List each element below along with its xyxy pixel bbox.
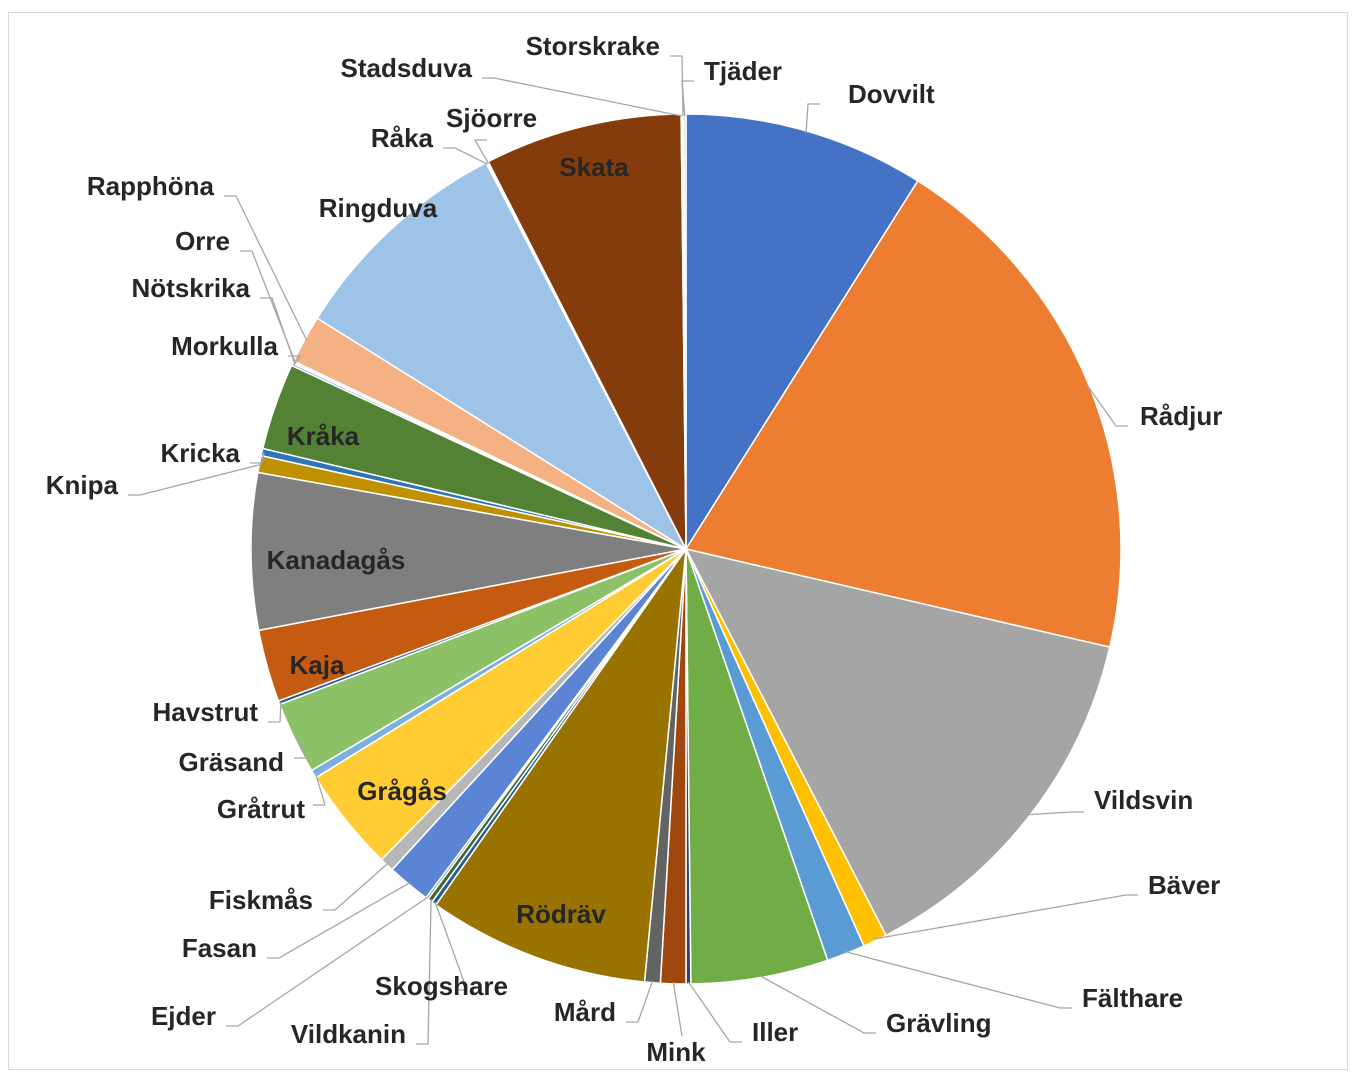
slice-label-mink: Mink	[646, 1037, 706, 1067]
leader-line-vildkanin	[416, 899, 432, 1045]
slice-label-knipa: Knipa	[46, 470, 119, 500]
slice-label-iller: Iller	[752, 1017, 798, 1047]
slice-label-storskrake: Storskrake	[526, 31, 660, 61]
slice-label-kraka: Kråka	[287, 421, 360, 451]
slice-label-notskrika: Nötskrika	[132, 273, 251, 303]
leader-line-mink	[672, 981, 683, 1037]
leader-line-grasand	[294, 736, 308, 759]
pie-slice-skata	[487, 113, 687, 550]
slice-label-havstrut: Havstrut	[153, 697, 259, 727]
slice-label-radjur: Rådjur	[1140, 401, 1222, 431]
leader-line-baver	[874, 894, 1138, 940]
slice-label-skata: Skata	[559, 152, 629, 182]
leader-line-dovvilt	[805, 103, 820, 134]
leader-line-kricka	[250, 452, 265, 464]
leader-lines	[128, 55, 1138, 1045]
slice-labels: Dovvilt Rådjur Vildsvin Bäver Fälthare Grävli…	[46, 31, 1223, 1067]
leader-line-havstrut	[268, 701, 282, 723]
slice-label-raka: Råka	[371, 123, 434, 153]
leader-line-orre	[240, 250, 296, 363]
slice-label-sjoorre: Sjöorre	[446, 103, 537, 133]
leader-line-stadsduva	[482, 77, 682, 117]
pie-slice-kanadagas	[250, 471, 687, 632]
leader-line-knipa	[128, 463, 262, 496]
leader-line-raka	[443, 147, 488, 165]
slice-label-gravling: Grävling	[886, 1008, 991, 1038]
slice-label-vildkanin: Vildkanin	[291, 1019, 406, 1049]
slice-label-ringduva: Ringduva	[319, 193, 438, 223]
slice-label-grasand: Gräsand	[179, 747, 285, 777]
slice-label-mard: Mård	[554, 997, 616, 1027]
leader-line-mard	[626, 980, 654, 1023]
pie-slice-radjur	[684, 179, 1122, 649]
leader-line-falthare	[845, 951, 1072, 1009]
slice-label-gragas: Grågås	[357, 776, 447, 806]
slice-label-kaja: Kaja	[290, 650, 345, 680]
slice-label-gratrut: Gråtrut	[217, 794, 305, 824]
pie-slice-gravling	[685, 548, 829, 985]
slice-label-morkulla: Morkulla	[171, 331, 278, 361]
leader-line-vildsvin	[1027, 811, 1084, 816]
slice-label-tjader: Tjäder	[704, 56, 782, 86]
slice-label-skogshare: Skogshare	[375, 971, 508, 1001]
leader-line-radjur	[1085, 383, 1128, 427]
pie-slice-ringduva	[316, 161, 688, 552]
slice-label-dovvilt: Dovvilt	[848, 79, 935, 109]
leader-line-sjoorre	[473, 139, 490, 164]
slice-label-kricka: Kricka	[161, 438, 241, 468]
leader-line-iller	[687, 981, 742, 1043]
slice-label-vildsvin: Vildsvin	[1094, 785, 1193, 815]
pie-slice-vildsvin	[684, 547, 1111, 937]
leader-line-fiskmas	[323, 862, 389, 911]
slice-label-ejder: Ejder	[151, 1001, 216, 1031]
leader-line-tjader	[681, 80, 694, 117]
leader-line-gratrut	[313, 772, 326, 806]
pie-slice-rodrav	[434, 546, 688, 983]
leader-line-rapphona	[224, 195, 308, 341]
slice-label-fiskmas: Fiskmås	[209, 885, 313, 915]
pie-slices	[250, 113, 1122, 985]
slice-label-fasan: Fasan	[182, 933, 257, 963]
slice-label-orre: Orre	[175, 226, 230, 256]
slice-label-rapphona: Rapphöna	[87, 171, 215, 201]
leader-line-fasan	[267, 882, 411, 959]
slice-label-stadsduva: Stadsduva	[341, 53, 473, 83]
slice-label-baver: Bäver	[1148, 870, 1220, 900]
leader-line-gravling	[759, 975, 876, 1034]
slice-label-rodrav: Rödräv	[516, 899, 606, 929]
slice-label-kanadagas: Kanadagås	[267, 545, 406, 575]
leader-line-skogshare	[434, 901, 468, 991]
leader-line-storskrake	[670, 55, 684, 117]
slice-label-falthare: Fälthare	[1082, 983, 1183, 1013]
chart-border	[8, 12, 1348, 1070]
leader-line-ejder	[226, 896, 429, 1027]
